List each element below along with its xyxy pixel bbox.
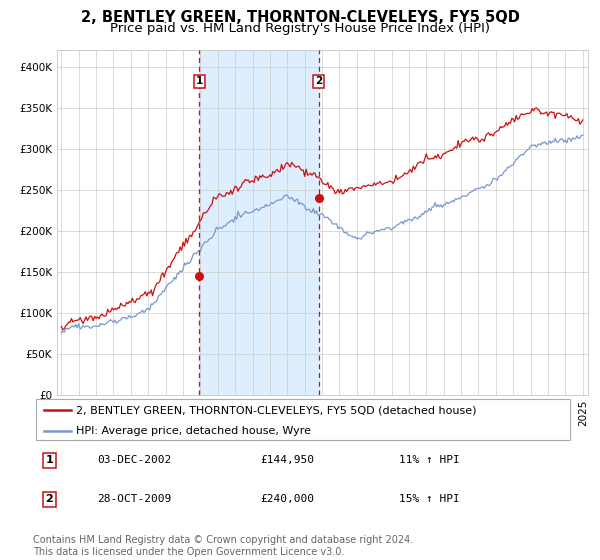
Text: Contains HM Land Registry data © Crown copyright and database right 2024.
This d: Contains HM Land Registry data © Crown c… <box>33 535 413 557</box>
Text: 2, BENTLEY GREEN, THORNTON-CLEVELEYS, FY5 5QD: 2, BENTLEY GREEN, THORNTON-CLEVELEYS, FY… <box>80 10 520 25</box>
Text: 15% ↑ HPI: 15% ↑ HPI <box>399 494 460 504</box>
Text: 1: 1 <box>196 76 203 86</box>
Text: Price paid vs. HM Land Registry's House Price Index (HPI): Price paid vs. HM Land Registry's House … <box>110 22 490 35</box>
Text: 11% ↑ HPI: 11% ↑ HPI <box>399 455 460 465</box>
Text: 2: 2 <box>316 76 323 86</box>
Text: HPI: Average price, detached house, Wyre: HPI: Average price, detached house, Wyre <box>76 426 311 436</box>
Text: £240,000: £240,000 <box>260 494 314 504</box>
Text: £144,950: £144,950 <box>260 455 314 465</box>
Text: 28-OCT-2009: 28-OCT-2009 <box>97 494 172 504</box>
Bar <box>199 50 319 395</box>
FancyBboxPatch shape <box>36 399 570 440</box>
Text: 2, BENTLEY GREEN, THORNTON-CLEVELEYS, FY5 5QD (detached house): 2, BENTLEY GREEN, THORNTON-CLEVELEYS, FY… <box>76 405 476 415</box>
Text: 03-DEC-2002: 03-DEC-2002 <box>97 455 172 465</box>
Text: 2: 2 <box>46 494 53 504</box>
Text: 1: 1 <box>46 455 53 465</box>
